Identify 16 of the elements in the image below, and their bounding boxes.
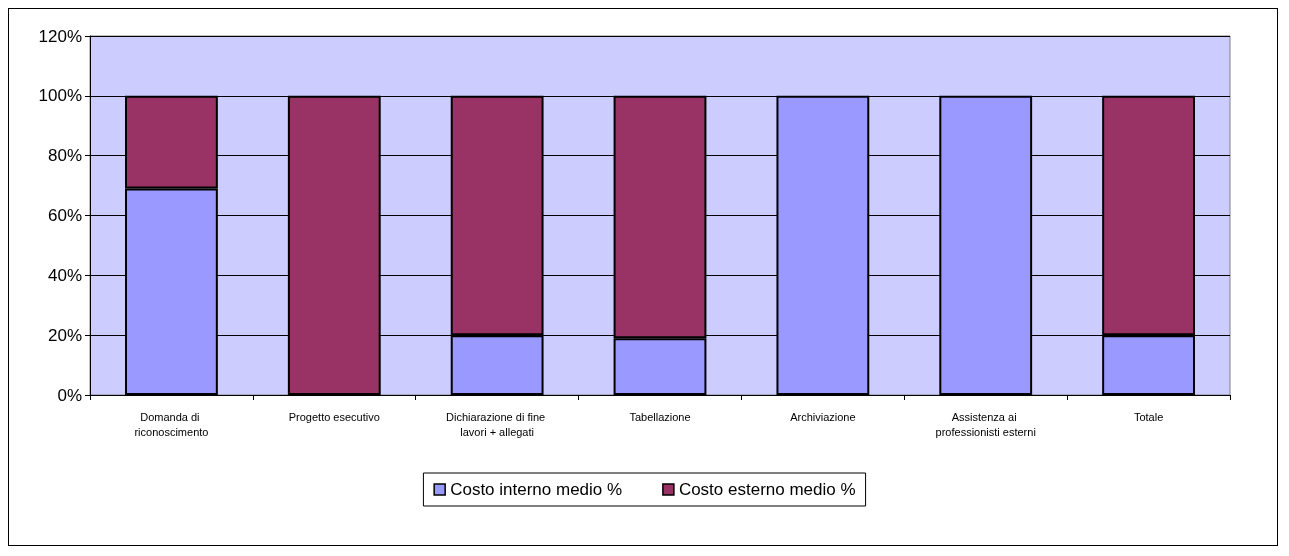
x-tick-label: Archiviazione	[790, 410, 856, 423]
x-tick-label: Progetto esecutivo	[288, 410, 380, 423]
y-tick-label: 60%	[47, 206, 82, 225]
y-tick-label: 100%	[38, 86, 82, 106]
x-tick-label: Domanda di riconoscimento	[134, 410, 209, 438]
legend-label: Costo esterno medio %	[678, 480, 856, 499]
x-tick-label: Totale	[1133, 410, 1164, 423]
y-tick-label: 40%	[47, 265, 82, 285]
y-tick-label: 0%	[57, 385, 82, 405]
x-tick-label: Dichiarazione di fine lavori + allegati	[446, 410, 549, 438]
y-tick-label: 20%	[47, 325, 82, 345]
y-tick-label: 80%	[47, 146, 82, 166]
x-tick-label: Assistenza ai professionisti esterni	[935, 410, 1036, 438]
legend-label: Costo interno medio %	[450, 480, 623, 499]
x-tick-label: Tabellazione	[629, 410, 691, 423]
y-tick-label: 120%	[38, 26, 82, 46]
